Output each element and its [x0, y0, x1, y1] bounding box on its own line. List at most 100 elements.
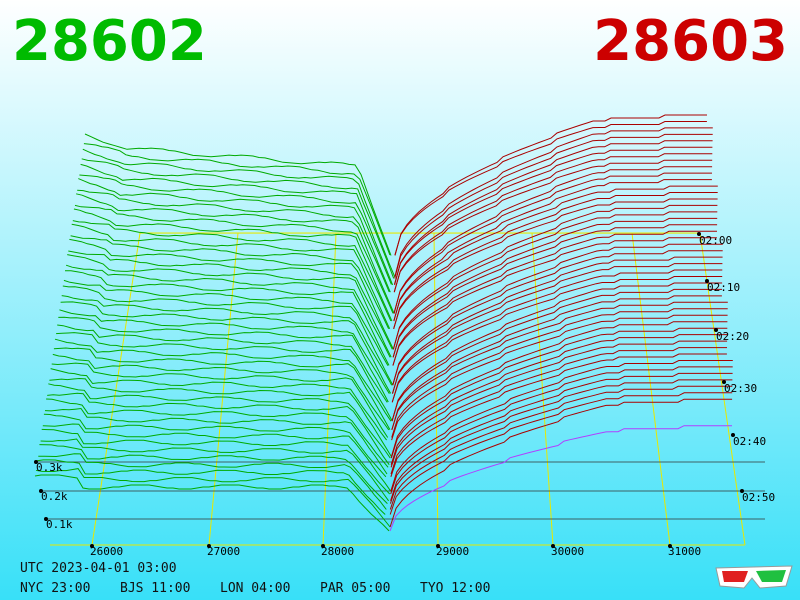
bid-price: 28602 [12, 9, 207, 74]
bid-depth-line [36, 468, 391, 528]
time-label: 02:40 [733, 435, 766, 448]
price-grid-line [91, 232, 141, 546]
ask-depth-line [391, 276, 723, 403]
bid-depth-line [34, 474, 390, 532]
bid-depth-line [52, 353, 390, 431]
price-label: 26000 [90, 545, 123, 558]
time-tick [705, 279, 709, 283]
ask-depth-line [391, 295, 722, 430]
bid-depth-line [53, 347, 391, 430]
ask-depth-line [394, 140, 713, 286]
bid-depth-line [48, 383, 391, 459]
ask-depth-line [392, 224, 718, 358]
bid-depth-line [69, 238, 394, 350]
ask-depth-line [392, 243, 723, 386]
price-label: 28000 [321, 545, 354, 558]
ask-depth-line [392, 237, 717, 366]
ask-depth-line [390, 334, 728, 465]
bid-depth-line [56, 332, 393, 422]
ask-depth-line [393, 172, 712, 314]
price-grid-line [208, 232, 239, 546]
time-label: 02:50 [742, 491, 775, 504]
bid-depth-line [75, 193, 395, 314]
price-label: 29000 [436, 545, 469, 558]
bid-depth-line [38, 453, 387, 510]
zone-clock: TYO 12:00 [420, 581, 490, 596]
price-grid-line [433, 232, 439, 546]
time-tick [697, 232, 701, 236]
ask-depth-line [391, 288, 722, 422]
bid-depth-line [68, 250, 393, 350]
ask-depth-line [393, 179, 712, 322]
ask-depth-line [390, 340, 728, 468]
ask-depth-line [392, 256, 723, 394]
ask-depth-line [389, 385, 733, 510]
labels: 26000 27000 28000 29000 30000 31000 0.3k 0.2k 0.… [34, 232, 775, 558]
bid-depth-line [41, 428, 391, 495]
bid-depth-line [77, 189, 390, 293]
ask-depth-line [390, 360, 733, 492]
ask-depth-line [390, 321, 728, 457]
depth-label: 0.1k [46, 518, 73, 531]
depth-label: 0.3k [36, 461, 63, 474]
price-label: 30000 [551, 545, 584, 558]
ask-depth-line [389, 392, 733, 515]
zone-clock: NYC 23:00 [20, 581, 90, 596]
bid-depth-line [39, 444, 388, 504]
ask-depth-line [393, 198, 718, 329]
ask-depth-line [393, 192, 718, 329]
bid-depth-line [70, 235, 390, 330]
ask-depth-line [393, 146, 713, 285]
bid-depth-line [40, 438, 390, 502]
time-label: 02:10 [707, 281, 740, 294]
time-label: 02:20 [716, 330, 749, 343]
bid-depth-line [74, 204, 394, 314]
ask-depth-line [392, 250, 723, 386]
bid-depth-line [83, 143, 391, 256]
bid-depth-line [79, 174, 392, 285]
bid-depth-line [49, 377, 392, 457]
ask-depth-line [391, 308, 728, 438]
time-tick [714, 328, 718, 332]
bid-depth-line [78, 178, 391, 293]
ask-depth-line [391, 263, 723, 394]
price-grid-line [322, 232, 337, 546]
bid-depth-line [58, 316, 389, 403]
bid-depth-line [54, 338, 392, 422]
ask-depth-line [392, 204, 718, 350]
bid-depth-line [51, 362, 389, 438]
bid-depth-line [44, 407, 388, 475]
price-tick [90, 544, 94, 548]
depth-tick [34, 460, 38, 464]
bid-depth-line [59, 309, 390, 394]
time-tick [722, 380, 726, 384]
ask-depth-line [392, 211, 718, 350]
price-label: 27000 [207, 545, 240, 558]
bid-depth-line [72, 220, 392, 322]
bid-depth-line [37, 459, 386, 515]
bid-depth-line [43, 413, 387, 478]
bid-depth-line [50, 368, 388, 441]
ask-depth-line [394, 121, 707, 256]
time-label: 02:00 [699, 234, 732, 247]
bid-depth-line [57, 324, 388, 403]
depth-lines [34, 114, 733, 532]
ask-depth-line [392, 230, 717, 366]
bid-depth-line [67, 254, 392, 358]
ask-depth-line [391, 282, 723, 421]
ask-price: 28603 [593, 9, 788, 74]
depth-tick [39, 489, 43, 493]
ask-depth-line [393, 153, 713, 293]
zone-clock: BJS 11:00 [120, 581, 190, 596]
ask-depth-line [391, 314, 728, 441]
ask-depth-line [393, 159, 713, 293]
ask-depth-line [390, 366, 733, 495]
side-line [699, 232, 746, 546]
bid-depth-line [73, 208, 393, 322]
bid-depth-line [61, 295, 393, 386]
depth-tick [44, 517, 48, 521]
zone-clock: LON 04:00 [220, 581, 290, 596]
price-grid-line [531, 232, 554, 546]
ask-depth-line [390, 372, 733, 501]
